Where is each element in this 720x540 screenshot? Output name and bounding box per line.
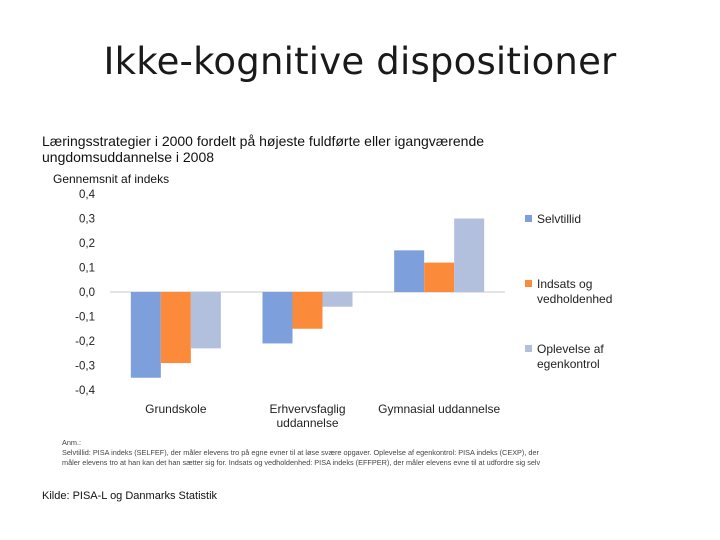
legend-label: Oplevelse af: [537, 342, 604, 356]
chart-title: Læringsstrategier i 2000 fordelt på høje…: [42, 133, 522, 165]
bar: [130, 292, 161, 378]
legend-label: vedholdenhed: [537, 292, 612, 306]
y-tick-label: 0,2: [79, 238, 95, 250]
note-line-1: Selvtillid: PISA indeks (SELFEF), der må…: [62, 448, 539, 457]
note-heading: Anm.:: [62, 438, 82, 447]
y-tick-label: -0,4: [75, 385, 95, 397]
bar: [262, 292, 293, 344]
x-category-label: Grundskole: [145, 402, 207, 416]
chart-note: Anm.: Selvtillid: PISA indeks (SELFEF), …: [62, 438, 662, 468]
legend-label: Indsats og: [537, 277, 592, 291]
y-tick-label: -0,1: [75, 312, 95, 324]
bar: [322, 292, 353, 307]
legend-swatch: [525, 345, 532, 352]
chart-title-line-1: Læringsstrategier i 2000 fordelt på høje…: [42, 133, 485, 149]
y-tick-label: -0,3: [75, 361, 95, 373]
x-category-label: Gymnasial uddannelse: [378, 402, 500, 416]
y-tick-label: 0,1: [79, 263, 95, 275]
bar: [190, 292, 221, 349]
bar: [454, 218, 485, 292]
y-tick-label: 0,0: [79, 287, 95, 299]
legend-label: egenkontrol: [537, 357, 600, 371]
slide-title: Ikke-kognitive dispositioner: [103, 40, 617, 83]
bar: [292, 292, 323, 329]
x-category-label: uddannelse: [276, 416, 338, 430]
x-category-label: Erhvervsfaglig: [269, 402, 345, 416]
legend-swatch: [525, 215, 532, 222]
note-line-2: måler elevens tro at han kan det han sæt…: [62, 458, 541, 467]
source-text: Kilde: PISA-L og Danmarks Statistik: [42, 490, 218, 502]
y-tick-label: 0,3: [79, 214, 95, 226]
chart-title-line-2: ungdomsuddannelse i 2008: [42, 149, 215, 165]
y-tick-label: -0,2: [75, 336, 95, 348]
legend-swatch: [525, 280, 532, 287]
bar: [394, 250, 425, 292]
y-axis-label: Gennemsnit af indeks: [53, 172, 170, 186]
legend-label: Selvtillid: [537, 212, 581, 226]
bar: [424, 262, 455, 292]
bar: [160, 292, 191, 364]
y-tick-label: 0,4: [79, 189, 96, 201]
